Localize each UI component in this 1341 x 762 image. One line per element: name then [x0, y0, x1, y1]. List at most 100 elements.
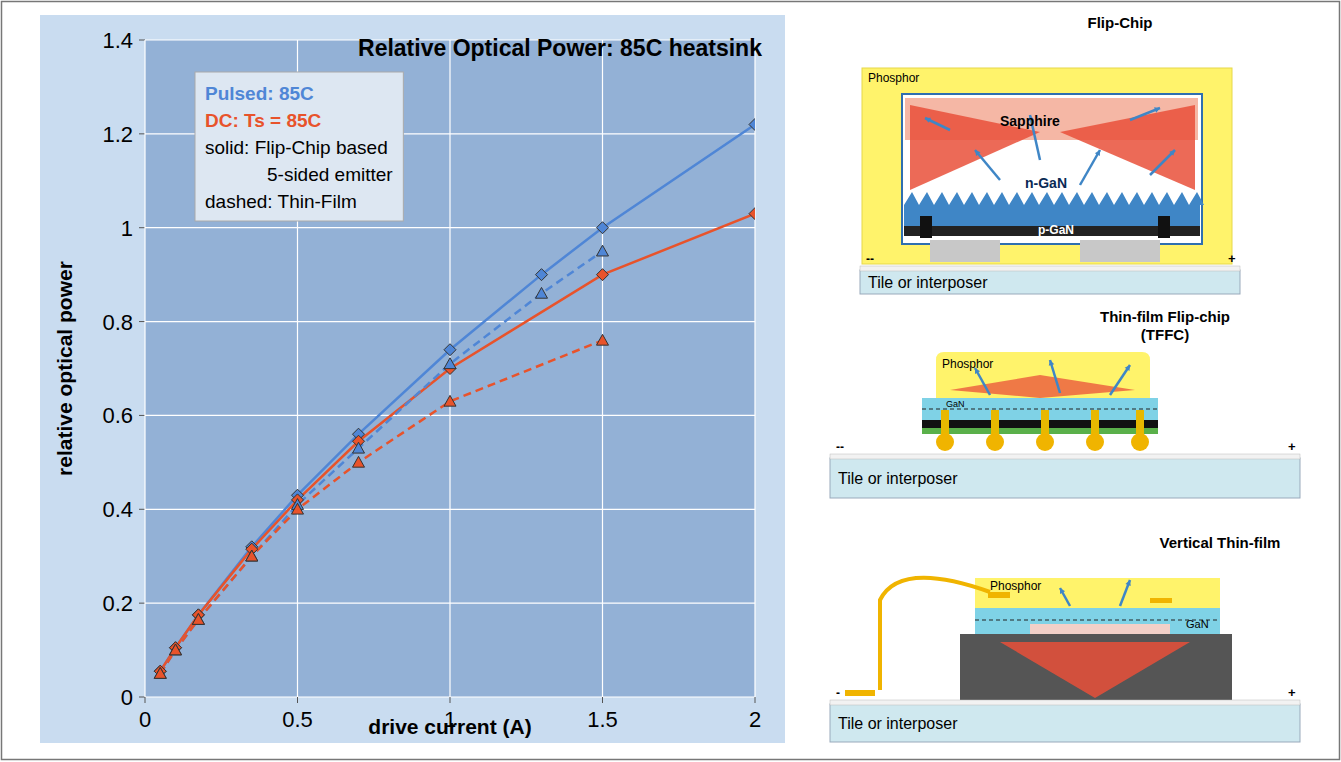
via	[1091, 410, 1099, 434]
legend-text: solid: Flip-Chip based	[205, 137, 388, 158]
tick-mark	[755, 697, 756, 703]
gan-label: GaN	[1186, 618, 1209, 630]
bump	[936, 433, 954, 451]
arrow-head	[1169, 150, 1175, 156]
page: 00.20.40.60.811.21.400.511.52drive curre…	[0, 0, 1341, 762]
tile-label: Tile or interposer	[838, 470, 958, 487]
y-axis-title: relative optical power	[53, 261, 76, 476]
terminal-plus: +	[1288, 439, 1296, 454]
via	[1136, 410, 1144, 434]
terminal-minus: --	[866, 252, 874, 266]
arrow-head	[925, 118, 931, 123]
tile-label: Tile or interposer	[838, 715, 958, 732]
carrier	[960, 634, 1232, 702]
light-wedge	[950, 375, 1135, 398]
data-point	[597, 245, 609, 256]
arrow-head	[1125, 365, 1130, 371]
light-arrow	[975, 368, 990, 395]
tile-metal	[860, 266, 1240, 271]
bump	[1086, 433, 1104, 451]
x-tick-label: 2	[749, 707, 761, 732]
data-point	[749, 118, 755, 130]
arrow-head	[1125, 580, 1130, 586]
bump	[1131, 433, 1149, 451]
arrow-head	[1060, 588, 1065, 594]
y-tick-label: 0	[121, 685, 133, 710]
phosphor-label: Phosphor	[990, 579, 1041, 593]
tile-label: Tile or interposer	[868, 274, 988, 291]
x-tick-label: 0	[139, 707, 151, 732]
data-point	[192, 614, 204, 625]
page-frame	[2, 2, 1340, 760]
terminal-minus: --	[836, 440, 844, 454]
light-arrow	[1150, 150, 1175, 175]
terminal-minus: -	[836, 686, 840, 700]
x-tick-label: 1.5	[587, 707, 618, 732]
title-line: Thin-film Flip-chip	[1100, 308, 1230, 325]
legend-box	[195, 72, 403, 221]
light-arrow	[1080, 150, 1100, 185]
data-point	[536, 287, 548, 298]
tick-mark	[139, 697, 145, 698]
legend-text: DC: Ts = 85C	[205, 110, 322, 131]
bump	[986, 433, 1004, 451]
light-arrow	[1060, 588, 1070, 606]
via	[991, 410, 999, 434]
tick-mark	[139, 321, 145, 322]
tick-mark	[139, 40, 145, 41]
gan	[975, 608, 1220, 634]
tick-mark	[139, 603, 145, 604]
tick-mark	[602, 697, 603, 703]
tick-mark	[139, 227, 145, 228]
data-point	[536, 269, 548, 281]
bump	[1036, 433, 1054, 451]
legend-text: Pulsed: 85C	[205, 83, 314, 104]
data-point	[292, 503, 304, 514]
chart-panel	[40, 15, 785, 743]
tick-mark	[145, 697, 146, 703]
title-line: (TFFC)	[1141, 326, 1189, 343]
arrow-head	[1095, 150, 1100, 156]
terminal-plus: +	[1228, 251, 1236, 266]
metal	[922, 420, 1158, 428]
legend: Pulsed: 85C DC: Ts = 85C solid: Flip-Chip …	[195, 72, 403, 221]
data-point	[170, 644, 182, 655]
heat-flow	[1000, 642, 1190, 698]
light-arrow	[1110, 365, 1130, 395]
chart-title: Relative Optical Power: 85C heatsink	[358, 35, 762, 61]
data-point	[597, 222, 609, 234]
diagram-flip-chip: Flip-ChipPhosphorSapphiren-GaNp-GaNTile …	[860, 14, 1240, 294]
data-point	[353, 456, 365, 467]
y-tick-label: 1.2	[102, 122, 133, 147]
diagram-title: Thin-film Flip-chip(TFFC)	[1100, 308, 1230, 343]
data-point	[154, 668, 166, 679]
active-layer	[975, 620, 1220, 621]
arrow-head	[1154, 107, 1160, 112]
contact	[1158, 216, 1170, 238]
substrate-label: Sapphire	[1000, 113, 1060, 129]
wire-bond	[880, 578, 990, 690]
arrow-head	[975, 150, 981, 156]
pad	[1150, 598, 1172, 603]
data-point	[444, 344, 456, 356]
series-line	[160, 214, 755, 672]
grid-line	[754, 40, 755, 697]
x-axis-title: drive current (A)	[368, 715, 531, 738]
legend-text: 5-sided emitter	[267, 164, 393, 185]
phosphor-label: Phosphor	[868, 71, 919, 85]
y-tick-label: 0.4	[102, 497, 133, 522]
data-point	[444, 358, 456, 369]
data-point	[749, 208, 755, 220]
dielectric	[922, 428, 1158, 434]
plot-marks	[154, 118, 755, 678]
data-point	[444, 395, 456, 406]
data-point	[154, 668, 166, 679]
p-layer-label: p-GaN	[1038, 223, 1074, 237]
via	[941, 410, 949, 434]
tile	[830, 704, 1300, 742]
diagram-tffc: Thin-film Flip-chip(TFFC)PhosphorGaNTile…	[830, 308, 1300, 498]
tick-mark	[139, 415, 145, 416]
y-tick-label: 0.2	[102, 591, 133, 616]
pad	[845, 690, 875, 696]
series-line	[160, 251, 602, 673]
